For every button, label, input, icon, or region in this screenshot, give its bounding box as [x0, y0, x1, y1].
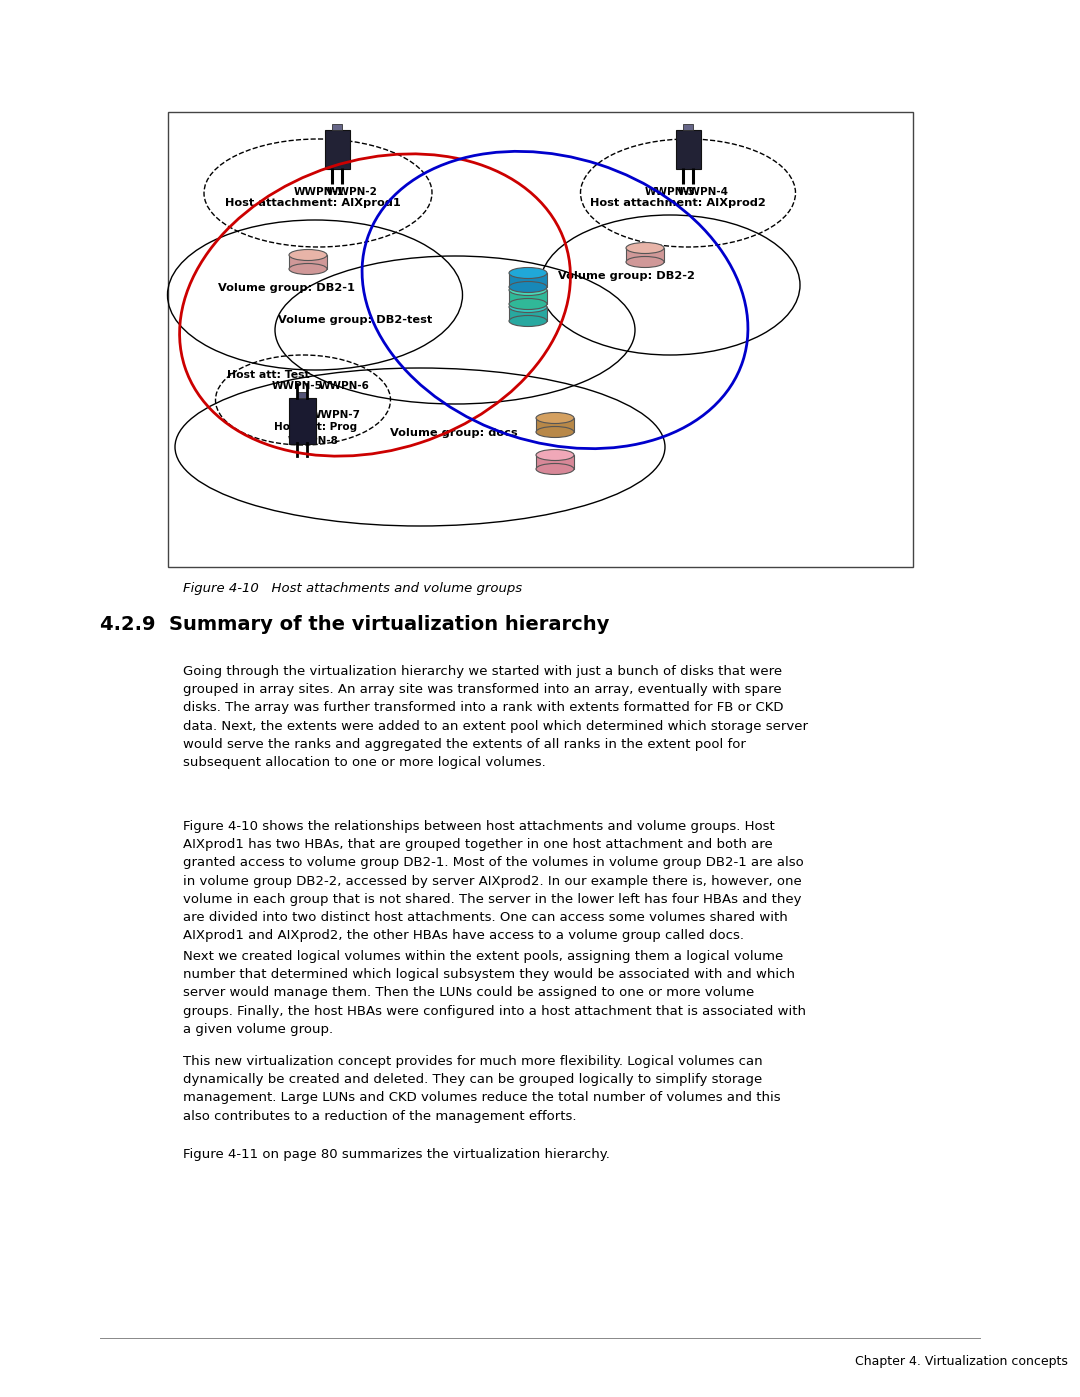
Text: Figure 4-10 shows the relationships between host attachments and volume groups. : Figure 4-10 shows the relationships betw… — [183, 820, 804, 942]
Text: Host att: Prog: Host att: Prog — [274, 422, 357, 432]
Ellipse shape — [536, 412, 573, 423]
Text: WWPN-4: WWPN-4 — [677, 187, 729, 197]
Text: WWPN-5: WWPN-5 — [271, 381, 323, 391]
FancyBboxPatch shape — [324, 130, 350, 169]
Ellipse shape — [509, 282, 546, 292]
Ellipse shape — [536, 464, 573, 475]
Ellipse shape — [509, 316, 546, 327]
Ellipse shape — [536, 450, 573, 461]
Polygon shape — [509, 272, 546, 286]
Ellipse shape — [626, 243, 664, 253]
Text: This new virtualization concept provides for much more flexibility. Logical volu: This new virtualization concept provides… — [183, 1055, 781, 1123]
FancyBboxPatch shape — [675, 130, 701, 169]
Ellipse shape — [509, 302, 546, 313]
Polygon shape — [509, 291, 546, 305]
FancyBboxPatch shape — [288, 398, 315, 443]
Text: Going through the virtualization hierarchy we started with just a bunch of disks: Going through the virtualization hierarc… — [183, 665, 808, 768]
Text: Volume group: docs: Volume group: docs — [390, 427, 517, 439]
Text: Host attachment: AIXprod2: Host attachment: AIXprod2 — [590, 198, 766, 208]
Text: 4.2.9  Summary of the virtualization hierarchy: 4.2.9 Summary of the virtualization hier… — [100, 615, 609, 634]
Text: Host att: Test: Host att: Test — [227, 370, 310, 380]
Text: WWPN-1: WWPN-1 — [294, 187, 345, 197]
Text: Figure 4-11 on page 80 summarizes the virtualization hierarchy.: Figure 4-11 on page 80 summarizes the vi… — [183, 1148, 610, 1161]
Text: WWPN-3: WWPN-3 — [645, 187, 696, 197]
Text: Host attachment: AIXprod1: Host attachment: AIXprod1 — [225, 198, 401, 208]
FancyBboxPatch shape — [683, 124, 693, 130]
Polygon shape — [536, 418, 573, 432]
Ellipse shape — [289, 250, 327, 260]
Text: Next we created logical volumes within the extent pools, assigning them a logica: Next we created logical volumes within t… — [183, 950, 806, 1035]
FancyBboxPatch shape — [297, 393, 307, 398]
Text: WWPN-6: WWPN-6 — [319, 381, 369, 391]
Text: WWPN-7: WWPN-7 — [310, 409, 361, 420]
Polygon shape — [289, 256, 327, 270]
Text: Volume group: DB2-test: Volume group: DB2-test — [278, 314, 432, 326]
Ellipse shape — [509, 267, 546, 278]
Ellipse shape — [509, 299, 546, 310]
Text: Volume group: DB2-2: Volume group: DB2-2 — [558, 271, 694, 281]
Ellipse shape — [289, 264, 327, 274]
Text: Volume group: DB2-1: Volume group: DB2-1 — [218, 284, 355, 293]
Text: Figure 4-10   Host attachments and volume groups: Figure 4-10 Host attachments and volume … — [183, 583, 522, 595]
FancyBboxPatch shape — [168, 112, 913, 567]
Polygon shape — [509, 307, 546, 321]
Polygon shape — [536, 455, 573, 469]
Ellipse shape — [536, 426, 573, 437]
Text: WWPN-8: WWPN-8 — [288, 436, 339, 446]
Polygon shape — [626, 249, 664, 263]
FancyBboxPatch shape — [332, 124, 342, 130]
Ellipse shape — [626, 257, 664, 267]
Text: WWPN-2: WWPN-2 — [326, 187, 377, 197]
Text: Chapter 4. Virtualization concepts     79: Chapter 4. Virtualization concepts 79 — [855, 1355, 1080, 1368]
Ellipse shape — [509, 285, 546, 296]
